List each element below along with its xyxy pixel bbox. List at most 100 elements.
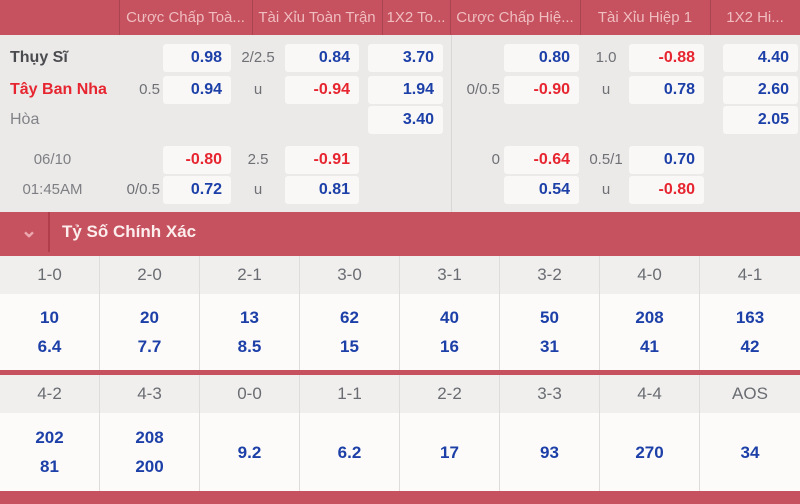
score-odds-cell-3-3[interactable]: 93 — [500, 413, 600, 491]
team-name-away: Tây Ban Nha — [10, 81, 107, 98]
score-odds-cell-4-1[interactable]: 163 42 — [700, 294, 800, 370]
odds-cell-o4[interactable]: 0.78 — [629, 76, 704, 104]
score-odds-cell-4-2[interactable]: 202 81 — [0, 413, 100, 491]
score-odds-cell-0-0[interactable]: 9.2 — [200, 413, 300, 491]
score-header-1-0: 1-0 — [0, 256, 100, 294]
odds-cell-x12[interactable]: 3.40 — [368, 106, 443, 134]
score-odds-value: 16 — [440, 336, 459, 356]
header-divider — [710, 0, 711, 35]
score-header-3-2: 3-2 — [500, 256, 600, 294]
odds-cell-o4[interactable]: 0.70 — [629, 146, 704, 174]
score-odds-cell-4-3[interactable]: 208 200 — [100, 413, 200, 491]
odds-line-hdp2: 0 — [491, 151, 500, 168]
score-odds-cell-1-1[interactable]: 6.2 — [300, 413, 400, 491]
odds-row: Tây Ban Nha 0.5 0.94 u -0.94 1.94 0/0.5 -0.90 u 0… — [0, 76, 800, 104]
odds-line-tx1: 2/2.5 — [241, 49, 275, 66]
section-title: Tỷ Số Chính Xác — [62, 222, 197, 241]
header-divider — [252, 0, 253, 35]
odds-line-hdp2: 0/0.5 — [466, 81, 500, 98]
score-header-4-0: 4-0 — [600, 256, 700, 294]
odds-cell-o2[interactable]: -0.94 — [285, 76, 359, 104]
odds-line-tx2: u — [601, 81, 611, 98]
header-divider — [580, 0, 581, 35]
score-header-2-2: 2-2 — [400, 375, 500, 413]
score-odds-cell-3-2[interactable]: 50 31 — [500, 294, 600, 370]
odds-cell-x12h[interactable]: 4.40 — [723, 44, 798, 72]
score-odds-value: 81 — [40, 457, 59, 476]
odds-cell-x12h[interactable]: 2.60 — [723, 76, 798, 104]
odds-line-tx2: u — [601, 181, 611, 198]
score-header-3-0: 3-0 — [300, 256, 400, 294]
odds-cell-o4[interactable]: -0.88 — [629, 44, 704, 72]
odds-cell-o3[interactable]: -0.90 — [504, 76, 579, 104]
odds-cell-o2[interactable]: -0.91 — [285, 146, 359, 174]
odds-cell-o1[interactable]: 0.94 — [163, 76, 231, 104]
odds-line-hdp1: 0/0.5 — [126, 181, 160, 198]
score-odds-value: 40 — [440, 308, 459, 328]
score-odds-value: 7.7 — [137, 336, 162, 356]
odds-cell-o1[interactable]: 0.98 — [163, 44, 231, 72]
separator-line-top — [0, 252, 800, 256]
correct-score-section-header[interactable]: ⌄ Tỷ Số Chính Xác — [0, 212, 800, 252]
section-divider — [48, 212, 50, 252]
team-name-home: Thụy Sĩ — [10, 49, 68, 66]
score-odds-value: 270 — [635, 442, 664, 462]
bottom-accent-bar — [0, 491, 800, 504]
odds-cell-o3[interactable]: 0.54 — [504, 176, 579, 204]
score-odds-value: 93 — [540, 442, 559, 462]
score-grid-values-2: 202 81 208 200 9.2 6.2 17 93 270 34 — [0, 413, 800, 491]
odds-header-col-1: Tài Xỉu Toàn Trận — [258, 9, 376, 26]
score-odds-cell-2-1[interactable]: 13 8.5 — [200, 294, 300, 370]
score-odds-value: 6.4 — [37, 336, 62, 356]
score-odds-value: 13 — [240, 308, 259, 328]
odds-cell-x12h[interactable]: 2.05 — [723, 106, 798, 134]
odds-header-col-5: 1X2 Hi... — [726, 9, 784, 26]
score-header-0-0: 0-0 — [200, 375, 300, 413]
score-header-4-4: 4-4 — [600, 375, 700, 413]
score-odds-value: 9.2 — [237, 442, 262, 462]
score-odds-value: 8.5 — [237, 336, 262, 356]
odds-cell-o1[interactable]: -0.80 — [163, 146, 231, 174]
score-odds-cell-1-0[interactable]: 10 6.4 — [0, 294, 100, 370]
score-odds-value: 50 — [540, 308, 559, 328]
score-odds-value: 17 — [440, 442, 459, 462]
score-odds-value: 42 — [740, 336, 760, 356]
odds-header-col-2: 1X2 To... — [386, 9, 446, 26]
odds-line-hdp1: 0.5 — [139, 81, 160, 98]
score-odds-cell-4-4[interactable]: 270 — [600, 413, 700, 491]
odds-line-tx1: u — [253, 81, 263, 98]
odds-cell-x12[interactable]: 3.70 — [368, 44, 443, 72]
score-odds-cell-2-0[interactable]: 20 7.7 — [100, 294, 200, 370]
score-grid-header-1: 1-0 2-0 2-1 3-0 3-1 3-2 4-0 4-1 — [0, 256, 800, 294]
odds-cell-o4[interactable]: -0.80 — [629, 176, 704, 204]
odds-header-col-4: Tài Xỉu Hiệp 1 — [597, 9, 693, 26]
score-header-2-1: 2-1 — [200, 256, 300, 294]
score-odds-cell-2-2[interactable]: 17 — [400, 413, 500, 491]
match-time: 01:45AM — [22, 181, 83, 198]
score-grid-header-2: 4-2 4-3 0-0 1-1 2-2 3-3 4-4 AOS — [0, 375, 800, 413]
odds-row: 01:45AM 0/0.5 0.72 u 0.81 0.54 u -0.80 — [0, 176, 800, 204]
odds-row: Thụy Sĩ 0.98 2/2.5 0.84 3.70 0.80 1.0 -0.88 4.40 — [0, 44, 800, 72]
odds-cell-o3[interactable]: 0.80 — [504, 44, 579, 72]
odds-cell-o1[interactable]: 0.72 — [163, 176, 231, 204]
score-odds-value: 10 — [40, 308, 59, 328]
score-odds-cell-AOS[interactable]: 34 — [700, 413, 800, 491]
score-odds-cell-3-1[interactable]: 40 16 — [400, 294, 500, 370]
score-odds-value: 62 — [340, 308, 359, 328]
odds-row: 06/10 -0.80 2.5 -0.91 0 -0.64 0.5/1 0.70 — [0, 146, 800, 174]
odds-cell-x12[interactable]: 1.94 — [368, 76, 443, 104]
header-divider — [450, 0, 451, 35]
score-odds-cell-4-0[interactable]: 208 41 — [600, 294, 700, 370]
match-date: 06/10 — [33, 151, 72, 168]
odds-cell-o3[interactable]: -0.64 — [504, 146, 579, 174]
odds-line-tx2: 0.5/1 — [589, 151, 623, 168]
odds-header-col-3: Cược Chấp Hiệ... — [456, 9, 574, 26]
score-odds-value: 208 — [135, 428, 164, 447]
score-odds-cell-3-0[interactable]: 62 15 — [300, 294, 400, 370]
score-header-2-0: 2-0 — [100, 256, 200, 294]
draw-label: Hòa — [10, 111, 40, 128]
odds-cell-o2[interactable]: 0.81 — [285, 176, 359, 204]
odds-cell-o2[interactable]: 0.84 — [285, 44, 359, 72]
odds-header-col-0: Cược Chấp Toà... — [126, 9, 245, 26]
